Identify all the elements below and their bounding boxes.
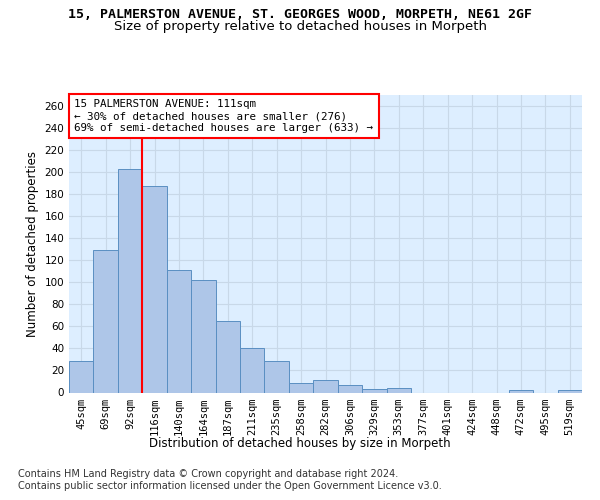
Bar xyxy=(118,169,142,392)
Text: Distribution of detached houses by size in Morpeth: Distribution of detached houses by size … xyxy=(149,438,451,450)
Text: Contains HM Land Registry data © Crown copyright and database right 2024.: Contains HM Land Registry data © Crown c… xyxy=(18,469,398,479)
Bar xyxy=(386,388,411,392)
Bar xyxy=(240,348,265,393)
Bar xyxy=(362,389,386,392)
Bar xyxy=(265,360,289,392)
Text: 15 PALMERSTON AVENUE: 111sqm
← 30% of detached houses are smaller (276)
69% of s: 15 PALMERSTON AVENUE: 111sqm ← 30% of de… xyxy=(74,100,373,132)
Y-axis label: Number of detached properties: Number of detached properties xyxy=(26,151,39,337)
Bar xyxy=(338,385,362,392)
Bar xyxy=(557,390,582,392)
Bar xyxy=(509,390,533,392)
Bar xyxy=(289,382,313,392)
Text: Size of property relative to detached houses in Morpeth: Size of property relative to detached ho… xyxy=(113,20,487,33)
Bar xyxy=(167,270,191,392)
Bar xyxy=(69,360,94,392)
Text: Contains public sector information licensed under the Open Government Licence v3: Contains public sector information licen… xyxy=(18,481,442,491)
Bar xyxy=(313,380,338,392)
Bar xyxy=(191,280,215,392)
Bar xyxy=(142,186,167,392)
Bar xyxy=(94,250,118,392)
Bar xyxy=(215,321,240,392)
Text: 15, PALMERSTON AVENUE, ST. GEORGES WOOD, MORPETH, NE61 2GF: 15, PALMERSTON AVENUE, ST. GEORGES WOOD,… xyxy=(68,8,532,20)
